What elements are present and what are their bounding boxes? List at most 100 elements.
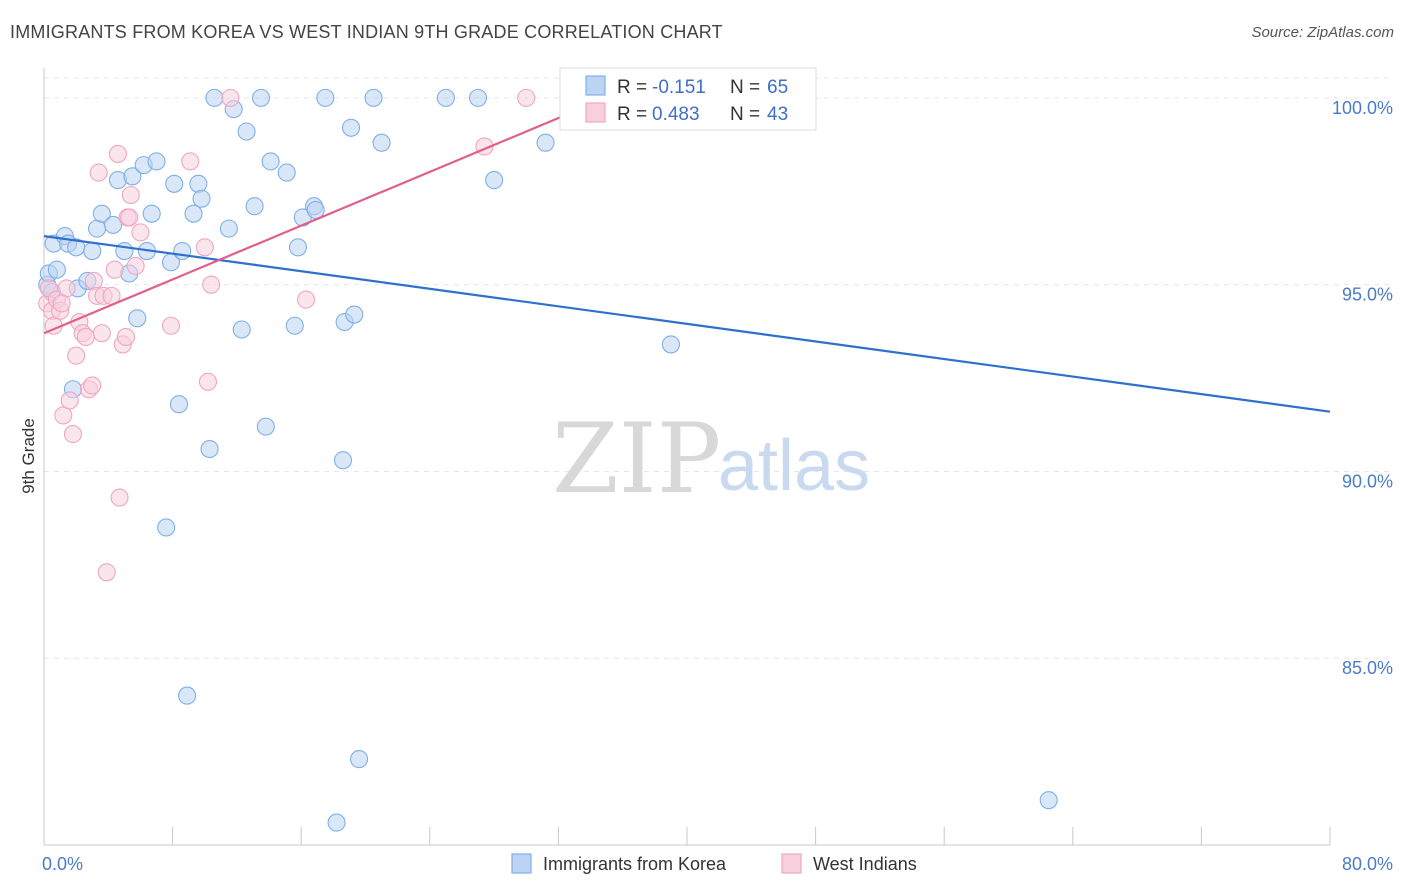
korea-point-55 [350,750,369,769]
korea-point-49 [316,88,335,107]
legend-n-label-west-indians: N = [730,104,760,125]
west-indians-point-33 [161,316,181,335]
west-indians-trend-line [43,96,608,335]
korea-point-43 [277,163,296,182]
korea-point-45 [288,238,308,257]
west-indians-point-42 [52,294,71,313]
korea-point-13 [92,204,111,223]
korea-point-28 [173,241,192,261]
west-indians-point-39 [296,290,316,309]
chart-source: Source: ZipAtlas.com [1251,24,1394,41]
legend-swatch-west-indians [585,102,606,123]
korea-point-61 [536,133,555,152]
korea-point-32 [192,189,211,208]
korea-point-40 [251,88,271,107]
west-indians-point-15 [83,376,102,395]
korea-point-50 [327,813,346,832]
korea-point-56 [364,88,383,107]
watermark-zip: ZIP [552,403,721,515]
korea-point-27 [169,395,189,414]
west-indians-point-27 [116,327,136,347]
legend-r-label-west-indians: R = [617,104,647,125]
korea-point-34 [205,88,224,107]
korea-point-58 [436,88,455,107]
west-indians-point-25 [110,488,129,507]
y-axis-label: 9th Grade [19,418,38,494]
korea-point-38 [237,122,256,141]
korea-point-4 [47,260,66,279]
korea-point-44 [285,316,304,335]
west-indians-point-24 [108,144,127,163]
y-tick-label-95: 95.0% [1342,285,1393,305]
legend-n-value-korea: 65 [767,77,788,98]
korea-point-62 [661,335,680,354]
data-points [38,88,1058,832]
west-indians-point-19 [92,324,111,343]
korea-point-37 [232,320,251,339]
chart-title: IMMIGRANTS FROM KOREA VS WEST INDIAN 9TH… [10,22,723,42]
x-tick-label-max: 80.0% [1342,854,1393,874]
korea-point-23 [147,152,166,171]
watermark-atlas: atlas [718,426,870,506]
legend-n-value-west-indians: 43 [767,104,788,125]
west-indians-point-31 [126,256,145,276]
x-tick-label-min: 0.0% [42,854,83,874]
korea-point-51 [333,451,353,470]
korea-point-26 [165,174,184,193]
korea-point-57 [372,133,391,152]
y-tick-label-90: 90.0% [1342,471,1393,491]
bottom-legend-swatch-korea [511,853,532,874]
korea-point-12 [87,219,107,238]
west-indians-point-21 [97,563,116,582]
west-indians-point-10 [67,346,86,365]
y-tick-labels: 85.0% 90.0% 95.0% 100.0% [1332,98,1393,678]
west-indians-point-7 [57,279,76,298]
korea-point-30 [184,204,203,223]
korea-point-64 [1039,791,1058,810]
west-indians-point-34 [181,152,200,171]
west-indians-point-29 [120,208,139,227]
west-indians-point-36 [198,372,218,391]
west-indians-point-6 [54,406,73,425]
korea-point-54 [345,305,364,324]
korea-point-53 [341,118,361,137]
gridlines [44,77,1394,659]
west-indians-point-38 [221,88,240,107]
korea-point-59 [468,88,488,107]
west-indians-point-23 [105,260,124,279]
trend-lines [43,96,1331,413]
west-indians-point-18 [89,163,108,182]
korea-point-14 [104,215,123,234]
korea-point-24 [157,518,176,537]
legend-r-value-korea: -0.151 [652,77,706,98]
legend-swatch-korea [585,75,606,96]
korea-point-22 [142,204,161,223]
korea-point-42 [261,152,280,171]
korea-point-31 [189,174,208,193]
korea-point-60 [485,171,504,190]
korea-point-35 [219,219,238,238]
y-tick-label-85: 85.0% [1342,658,1393,678]
west-indians-point-9 [63,425,82,444]
west-indians-point-41 [517,88,536,107]
west-indians-point-13 [76,327,95,347]
legend-r-label-korea: R = [617,77,647,98]
bottom-legend-label-korea: Immigrants from Korea [543,854,727,874]
korea-point-19 [128,309,147,328]
legend-box: R = -0.151 N = 65 R = 0.483 N = 43 [559,67,817,131]
west-indians-point-30 [121,185,140,205]
korea-point-18 [123,167,142,186]
west-indians-point-37 [202,275,221,294]
bottom-legend: Immigrants from Korea West Indians [511,853,917,874]
legend-n-label-korea: N = [730,77,760,98]
korea-point-29 [178,686,197,705]
y-tick-label-100: 100.0% [1332,98,1393,118]
korea-point-11 [83,241,102,261]
korea-point-41 [256,417,275,436]
west-indians-point-8 [60,391,79,410]
west-indians-point-35 [195,238,214,257]
west-indians-point-16 [84,271,103,290]
korea-point-33 [200,439,219,459]
x-ticks [43,827,1331,845]
